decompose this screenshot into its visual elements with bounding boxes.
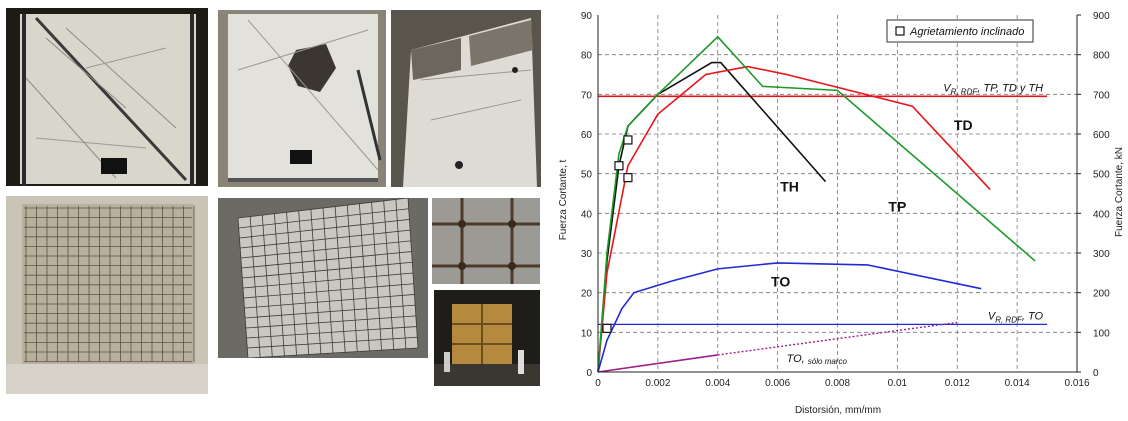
x-tick-label: 0.006: [765, 378, 790, 389]
x-tick-label: 0.008: [825, 378, 850, 389]
reference-lines: VR, RDF, TP, TD y TH VR, RDF, TO: [598, 82, 1048, 325]
y-right-tick-label: 400: [1093, 209, 1110, 220]
y-axis-right-title: Fuerza Cortante, kN: [1114, 147, 1125, 237]
series-label-tp: TP: [888, 198, 906, 214]
legend-label: Agrietamiento inclinado: [909, 26, 1024, 38]
series-line-tp: [597, 35, 1036, 373]
x-tick-label: 0: [595, 378, 601, 389]
cracking-markers: [602, 135, 633, 333]
y-left-tick-label: 20: [581, 289, 593, 300]
reference-line-label: VR, RDF, TO: [988, 310, 1044, 324]
legend-marker-square: [895, 26, 905, 36]
series-line-td: [597, 65, 991, 373]
series-label-td: TD: [954, 117, 973, 133]
frame-only-label: TO, sólo marco: [787, 353, 848, 366]
x-tick-label: 0.012: [945, 378, 970, 389]
series-line-frame-dashed: [717, 321, 958, 356]
tick-labels: 0 0.002 0.004 0.006 0.008 0.01 0.012 0.014 0.016…: [581, 11, 1110, 389]
x-tick-label: 0.016: [1064, 378, 1089, 389]
y-right-tick-label: 300: [1093, 249, 1110, 260]
series-line-to: [597, 262, 982, 373]
series-label-th: TH: [780, 179, 799, 195]
cracking-marker: [623, 135, 633, 145]
cracking-marker: [614, 161, 624, 171]
x-tick-label: 0.004: [705, 378, 730, 389]
photo-mesh-detail: [432, 198, 540, 284]
y-left-tick-label: 90: [581, 11, 593, 22]
axes: [597, 14, 1081, 373]
y-left-tick-label: 40: [581, 209, 593, 220]
y-axis-left-title: Fuerza Cortante, t: [558, 159, 569, 240]
photo-wall-mesh-rendered: [6, 196, 208, 394]
reference-line-label: VR, RDF, TP, TD y TH: [943, 82, 1043, 96]
y-left-tick-label: 30: [581, 249, 593, 260]
x-tick-label: 0.01: [888, 378, 908, 389]
cracking-marker: [623, 173, 633, 183]
series-label-to: TO: [771, 274, 790, 290]
legend: Agrietamiento inclinado: [886, 19, 1034, 43]
x-axis-title: Distorsión, mm/mm: [795, 405, 881, 416]
photo-wall-diagonal-crack: [6, 8, 208, 186]
y-right-tick-label: 900: [1093, 11, 1110, 22]
photo-test-setup: [434, 290, 540, 386]
y-left-tick-label: 60: [581, 130, 593, 141]
series-lines: [597, 35, 1036, 373]
y-left-tick-label: 80: [581, 51, 593, 62]
y-right-tick-label: 800: [1093, 51, 1110, 62]
x-tick-label: 0.002: [645, 378, 670, 389]
series-line-to-frame: [597, 354, 718, 373]
y-left-tick-label: 0: [586, 368, 592, 379]
y-right-tick-label: 600: [1093, 130, 1110, 141]
y-left-tick-label: 50: [581, 170, 593, 181]
x-tick-label: 0.014: [1005, 378, 1030, 389]
y-right-tick-label: 200: [1093, 289, 1110, 300]
photo-wall-crushed-center: [218, 10, 386, 187]
y-right-tick-label: 0: [1093, 368, 1099, 379]
y-right-tick-label: 500: [1093, 170, 1110, 181]
y-left-tick-label: 70: [581, 90, 593, 101]
chart-annotations: TH TD TP TO TO, sólo marco: [771, 117, 973, 366]
y-right-tick-label: 100: [1093, 328, 1110, 339]
y-right-tick-label: 700: [1093, 90, 1110, 101]
cracking-marker: [602, 323, 612, 333]
photo-wall-mesh-oblique: [218, 198, 428, 358]
photo-wall-side-view: [391, 10, 541, 187]
y-left-tick-label: 10: [581, 328, 593, 339]
